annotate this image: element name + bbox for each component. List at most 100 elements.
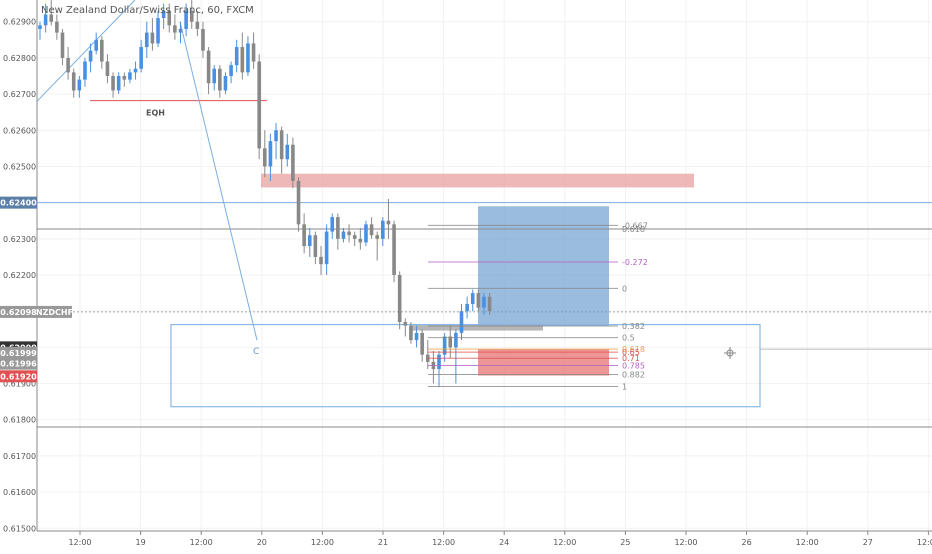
- candle-body: [122, 75, 127, 80]
- candle-body: [437, 354, 441, 370]
- candle-body: [178, 28, 183, 33]
- fib-level-label: -0.667: [622, 221, 648, 230]
- candle-body: [487, 296, 492, 312]
- candle-body: [43, 14, 48, 26]
- candle-body: [403, 322, 408, 326]
- candle-body: [420, 332, 424, 355]
- y-tick-label: 0.62500: [3, 162, 36, 171]
- price-badge-label: 0.62400: [0, 199, 37, 208]
- candle-body: [195, 21, 200, 29]
- fib-level-label: 0: [622, 284, 627, 293]
- candle-body: [324, 231, 329, 265]
- drawing-layer-front: -0.6670.618-0.27200.3820.50.6180.650.710…: [146, 109, 648, 392]
- candle-body: [257, 61, 261, 149]
- candle-body: [184, 10, 188, 29]
- crosshair-move-icon[interactable]: [724, 347, 736, 359]
- price-axis: 0.62900 0.62800 0.62700 0.62600 0.62500 0.624…: [3, 18, 36, 534]
- x-tick-label: 19: [136, 538, 146, 547]
- y-tick-label: 0.62800: [3, 54, 36, 63]
- candle-body: [425, 354, 430, 362]
- x-tick-label: 12:00: [311, 538, 334, 547]
- candle-body: [150, 32, 155, 44]
- trend-line: [36, 0, 136, 102]
- time-axis: 12:00 19 12:00 20 12:00 21 12:00 24 12:00 25 12:00…: [68, 531, 932, 547]
- candle-body: [55, 21, 59, 33]
- candle-body: [291, 144, 295, 181]
- candle-body: [336, 217, 340, 239]
- candle-body: [94, 39, 98, 51]
- candle-body: [347, 231, 351, 236]
- candle-body: [414, 332, 419, 341]
- candle-body: [116, 75, 121, 91]
- candle-body: [319, 256, 323, 265]
- supply-zone: [261, 173, 694, 188]
- y-tick-label: 0.61900: [3, 380, 36, 389]
- candle-body: [161, 10, 166, 19]
- candle-body: [307, 235, 312, 247]
- candle-body: [66, 57, 70, 73]
- candle-body: [60, 32, 65, 58]
- y-tick-label: 0.61800: [3, 416, 36, 425]
- price-badges: 0.624000.62098NZDCHF0.620000.619990.6199…: [0, 196, 73, 383]
- candle-body: [482, 296, 486, 308]
- x-tick-label: 12:00: [190, 538, 213, 547]
- y-tick-label: 0.62900: [3, 18, 36, 27]
- x-tick-label: 12:00: [796, 538, 819, 547]
- candle-body: [364, 224, 368, 243]
- price-badge: [0, 196, 37, 209]
- fib-level-label: 0.618: [622, 345, 645, 354]
- price-badge-label: 0.62098: [0, 308, 37, 317]
- fib-level-label: 0.65: [622, 348, 640, 357]
- price-badge: [0, 370, 37, 383]
- fib-level-label: 1: [622, 382, 627, 391]
- candle-body: [285, 144, 290, 160]
- candle-body: [88, 50, 93, 62]
- price-badge-label: 0.61920: [0, 372, 37, 381]
- price-badge: [0, 346, 37, 359]
- y-tick-label: 0.61500: [3, 524, 36, 533]
- candle-body: [144, 32, 149, 48]
- candle-body: [83, 61, 87, 80]
- candle-body: [341, 231, 346, 239]
- y-tick-label: 0.62700: [3, 90, 36, 99]
- candle-body: [476, 293, 481, 308]
- candle-body: [240, 47, 245, 73]
- price-badge: [37, 305, 72, 318]
- candle-body: [352, 235, 357, 239]
- fib-level-label: 0.71: [622, 354, 640, 363]
- fib-level-label: -0.272: [622, 258, 648, 267]
- candle-body: [296, 180, 301, 225]
- candle-body: [167, 10, 172, 26]
- x-tick-label: 27: [863, 538, 873, 547]
- y-tick-label: 0.62600: [3, 126, 36, 135]
- candle-body: [156, 18, 160, 44]
- candle-body: [212, 68, 217, 84]
- candle-body: [358, 238, 363, 243]
- x-tick-label: 12:00: [432, 538, 455, 547]
- candle-body: [392, 224, 396, 275]
- candle-body: [218, 68, 222, 91]
- grid: [37, 0, 932, 531]
- annotation-eqh: EQH: [146, 109, 165, 118]
- candle-body: [246, 43, 250, 73]
- candle-body: [206, 50, 211, 84]
- candle-body: [263, 148, 267, 167]
- x-tick-label: 26: [742, 538, 752, 547]
- x-tick-label: 21: [378, 538, 388, 547]
- range-box: [170, 323, 761, 408]
- y-tick-label: 0.61600: [3, 488, 36, 497]
- candle-body: [111, 75, 115, 91]
- candle-body: [223, 75, 228, 91]
- y-tick-label: 0.62200: [3, 271, 36, 280]
- x-tick-label: 12:00: [674, 538, 697, 547]
- chart-title: New Zealand Dollar/Swiss Franc, 60, FXCM: [41, 5, 254, 16]
- candle-body: [409, 325, 413, 341]
- candle-body: [71, 72, 76, 91]
- candle-body: [381, 220, 385, 239]
- price-badge: [0, 305, 37, 318]
- candle-body: [201, 28, 205, 51]
- x-tick-label: 12:00: [917, 538, 932, 547]
- fib-level-label: 0.882: [622, 371, 645, 380]
